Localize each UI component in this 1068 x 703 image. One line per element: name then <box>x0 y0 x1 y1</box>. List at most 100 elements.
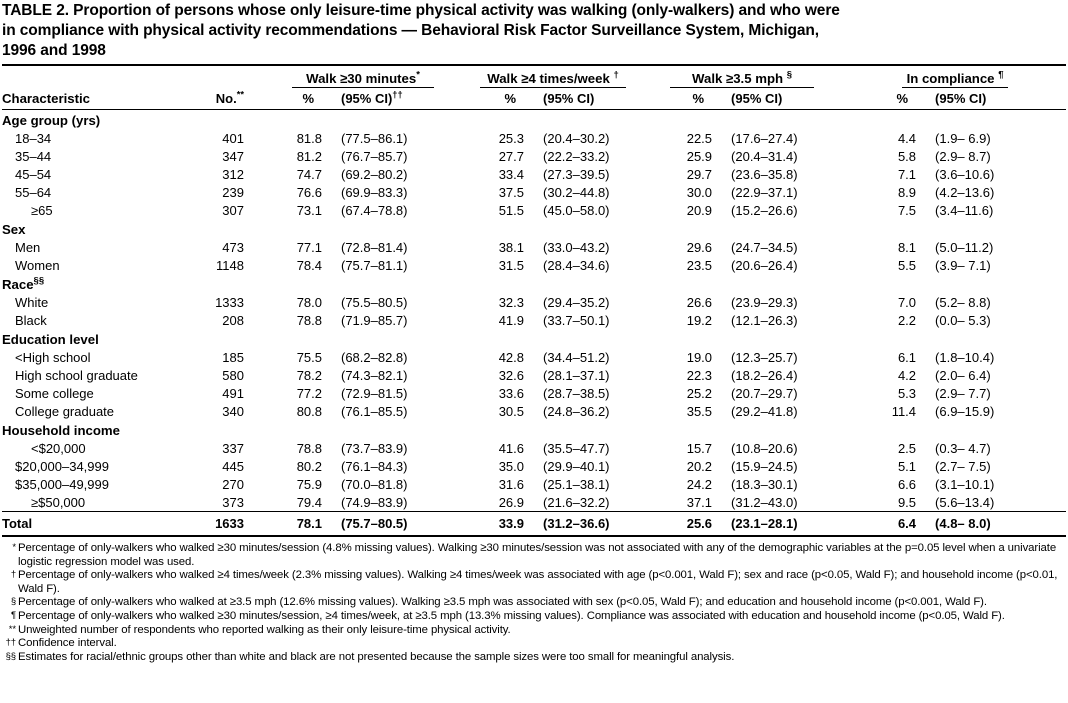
row-label: 18–34 <box>15 130 52 146</box>
row-n: 580 <box>222 367 244 383</box>
pct-value: 7.0 <box>897 294 917 310</box>
ci-value: (35.5–47.7) <box>543 440 610 456</box>
row-label: Some college <box>15 385 94 401</box>
ci-value: (28.1–37.1) <box>543 367 610 383</box>
pct-value: 26.9 <box>498 494 525 510</box>
pct-value: 77.2 <box>296 385 322 401</box>
footnote-marker: §§ <box>5 650 16 662</box>
pct-value: 79.4 <box>296 494 322 510</box>
row-n: 445 <box>222 458 244 474</box>
pct-value: 41.9 <box>498 312 525 328</box>
table-row: 35–44 347 81.2 (76.7–85.7) 27.7 (22.2–33.2) 25… <box>2 147 1066 165</box>
table-row: College graduate 340 80.8 (76.1–85.5) 30.5 (2… <box>2 402 1066 420</box>
ci-value: (1.9– 6.9) <box>935 130 991 146</box>
ci-value: (2.9– 7.7) <box>935 385 991 401</box>
total-pct-value: 6.4 <box>814 511 919 537</box>
ci-value: (12.1–26.3) <box>731 312 798 328</box>
footnote-marker: ** <box>8 623 16 635</box>
group-header-spacer <box>2 64 246 88</box>
ci-value: (68.2–82.8) <box>341 349 408 365</box>
table-row: <$20,000 337 78.8 (73.7–83.9) 41.6 (35.5–47.7… <box>2 439 1066 457</box>
ci-value: (76.1–85.5) <box>341 403 408 419</box>
pct-value: 26.6 <box>686 294 713 310</box>
ci-value: (27.3–39.5) <box>543 166 610 182</box>
group-label: In compliance <box>906 71 995 86</box>
row-n: 401 <box>222 130 244 146</box>
row-n: 347 <box>222 148 244 164</box>
table-row: 55–64 239 76.6 (69.9–83.3) 37.5 (30.2–44.8) 30… <box>2 183 1066 201</box>
pct-value: 75.9 <box>296 476 322 492</box>
group-header-underline: Walk ≥3.5 mph § <box>670 69 815 88</box>
ci-value: (77.5–86.1) <box>341 130 408 146</box>
section-header: Household income <box>2 422 120 438</box>
group-header-underline: Walk ≥30 minutes* <box>292 69 435 88</box>
group-marker: * <box>416 69 420 81</box>
table-title-line-3: 1996 and 1998 <box>2 42 106 59</box>
row-label: White <box>15 294 49 310</box>
row-n: 473 <box>222 239 244 255</box>
pct-value: 23.5 <box>686 257 713 273</box>
table-row: ≥$50,000 373 79.4 (74.9–83.9) 26.9 (21.6–32.2… <box>2 493 1066 512</box>
no-marker: ** <box>236 89 244 100</box>
pct-value: 4.2 <box>897 367 917 383</box>
footnote-text: Estimates for racial/ethnic groups other… <box>18 650 735 663</box>
total-n: 1633 <box>190 511 246 537</box>
group-marker: § <box>786 69 793 81</box>
pct-value: 8.9 <box>897 184 917 200</box>
pct-value: 6.6 <box>897 476 917 492</box>
ci-value: (0.3– 4.7) <box>935 440 991 456</box>
pct-value: 78.0 <box>296 294 322 310</box>
group-label: Walk ≥30 minutes <box>306 71 417 86</box>
table-row: Black 208 78.8 (71.9–85.7) 41.9 (33.7–50.1) 19… <box>2 311 1066 329</box>
pct-value: 41.6 <box>498 440 525 456</box>
ci-value: (3.1–10.1) <box>935 476 995 492</box>
ci-value: (1.8–10.4) <box>935 349 995 365</box>
footnote-text: Confidence interval. <box>18 637 117 650</box>
column-header-row: Characteristic No.** % (95% CI)†† % (95%… <box>2 88 1067 110</box>
ci-value: (76.1–84.3) <box>341 458 408 474</box>
pct-value: 6.1 <box>897 349 917 365</box>
ci-value: (71.9–85.7) <box>341 312 408 328</box>
ci-value: (33.0–43.2) <box>543 239 610 255</box>
pct-value: 11.4 <box>891 403 917 419</box>
footnote-text: Percentage of only-walkers who walked ≥3… <box>18 542 1057 568</box>
footnote-text: Unweighted number of respondents who rep… <box>18 623 511 636</box>
footnote: † Percentage of only-walkers who walked ≥… <box>3 569 1064 596</box>
ci-value: (29.4–35.2) <box>543 294 610 310</box>
ci-value: (74.3–82.1) <box>341 367 408 383</box>
row-n: 337 <box>222 440 244 456</box>
pct-value: 20.2 <box>686 458 713 474</box>
pct-value: 19.2 <box>686 312 713 328</box>
footnote-text: Percentage of only-walkers who walked ≥4… <box>18 569 1058 595</box>
footnote-marker: ¶ <box>10 609 16 621</box>
ci-value: (15.2–26.6) <box>731 202 798 218</box>
pct-value: 35.0 <box>498 458 525 474</box>
group-marker: ¶ <box>998 69 1004 81</box>
pct-value: 32.3 <box>498 294 525 310</box>
table-row: Men 473 77.1 (72.8–81.4) 38.1 (33.0–43.2) 29.6… <box>2 238 1066 256</box>
ci-value: (29.2–41.8) <box>731 403 798 419</box>
ci-value: (20.4–31.4) <box>731 148 798 164</box>
footnote-marker: * <box>12 542 16 553</box>
pct-value: 80.2 <box>296 458 322 474</box>
pct-value: 38.1 <box>498 239 525 255</box>
ci-value: (28.7–38.5) <box>543 385 610 401</box>
group-header-row: Walk ≥30 minutes* Walk ≥4 times/week † W… <box>2 64 1067 88</box>
total-row: Total 1633 78.1 (75.7–80.5) 33.9 (31.2–3… <box>2 511 1067 537</box>
ci-value: (22.2–33.2) <box>543 148 610 164</box>
row-label: 45–54 <box>15 166 52 182</box>
ci-value: (75.5–80.5) <box>341 294 408 310</box>
row-n: 1148 <box>216 257 244 273</box>
pct-value: 15.7 <box>686 440 713 456</box>
pct-value: 78.4 <box>296 257 322 273</box>
section-header: Sex <box>2 221 26 237</box>
table-row: <High school 185 75.5 (68.2–82.8) 42.8 (34.4–… <box>2 348 1066 366</box>
ci-value: (2.9– 8.7) <box>935 148 991 164</box>
table-row: 45–54 312 74.7 (69.2–80.2) 33.4 (27.3–39.5) 29… <box>2 165 1066 183</box>
ci-value: (5.0–11.2) <box>935 239 994 255</box>
ci-value: (72.9–81.5) <box>341 385 408 401</box>
total-pct-value: 78.1 <box>246 511 324 537</box>
pct-value: 20.9 <box>686 202 713 218</box>
table-row: 18–34 401 81.8 (77.5–86.1) 25.3 (20.4–30.2) 22… <box>2 129 1066 147</box>
pct-value: 33.4 <box>498 166 525 182</box>
